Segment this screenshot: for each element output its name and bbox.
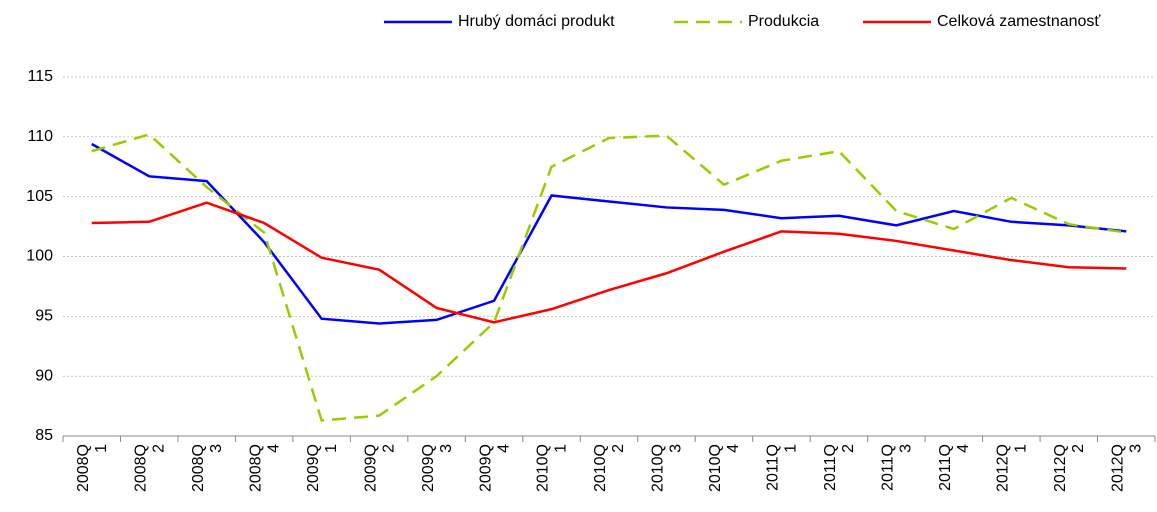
x-tick-label: 1 xyxy=(323,444,340,453)
series-line xyxy=(91,201,1127,324)
x-tick-label: 2012Q xyxy=(995,444,1012,492)
x-tick-label: 2008Q xyxy=(247,444,264,492)
x-tick-label: 2009Q xyxy=(305,444,322,492)
x-tick-label: 2008Q xyxy=(132,444,149,492)
x-tick-label: 3 xyxy=(668,444,685,453)
x-tick-label: 4 xyxy=(265,444,282,453)
x-tick-label: 2011Q xyxy=(880,444,897,491)
x-tick-label: 3 xyxy=(898,444,915,453)
x-tick-label-group: 2010Q 3 xyxy=(650,444,685,492)
x-tick-label: 2009Q xyxy=(477,444,494,492)
x-tick-label: 2011Q xyxy=(937,444,954,491)
x-tick-label: 3 xyxy=(438,444,455,453)
x-tick-label: 2009Q xyxy=(362,444,379,492)
x-tick-label-group: 2012Q 1 xyxy=(995,444,1030,492)
x-tick-label: 4 xyxy=(725,444,742,453)
y-tick-label: 90 xyxy=(35,367,53,384)
x-tick-label: 2011Q xyxy=(822,444,839,491)
x-tick-label-group: 2009Q 3 xyxy=(420,444,455,492)
x-tick-label-group: 2009Q 4 xyxy=(477,444,512,492)
x-tick-label-group: 2009Q 1 xyxy=(305,444,340,492)
x-tick-label-group: 2011Q 1 xyxy=(765,444,800,491)
y-tick-label: 105 xyxy=(26,188,53,205)
x-tick-label-group: 2008Q 3 xyxy=(190,444,225,492)
x-tick-label-group: 2012Q 2 xyxy=(1052,444,1087,492)
x-tick-label: 2 xyxy=(610,444,627,453)
x-tick-label: 2010Q xyxy=(650,444,667,492)
series-line xyxy=(91,133,1127,422)
x-tick-label-group: 2010Q 2 xyxy=(592,444,627,492)
y-tick-label: 95 xyxy=(35,308,53,325)
series-line xyxy=(91,142,1127,325)
x-tick-label: 2 xyxy=(380,444,397,453)
x-tick-label-group: 2011Q 4 xyxy=(937,444,972,491)
x-tick-label: 1 xyxy=(783,444,800,453)
x-tick-label: 2011Q xyxy=(765,444,782,491)
x-tick-label: 2010Q xyxy=(707,444,724,492)
x-tick-label: 1 xyxy=(1013,444,1030,453)
x-tick-label-group: 2008Q 2 xyxy=(132,444,167,492)
x-tick-label: 2008Q xyxy=(190,444,207,492)
x-tick-label: 1 xyxy=(553,444,570,453)
x-tick-label-group: 2011Q 2 xyxy=(822,444,857,491)
x-tick-label: 2 xyxy=(840,444,857,453)
x-tick-label: 1 xyxy=(93,444,110,453)
legend-label: Produkcia xyxy=(748,13,819,30)
x-tick-label-group: 2008Q 4 xyxy=(247,444,282,492)
x-tick-label: 4 xyxy=(495,444,512,453)
x-tick-label: 2 xyxy=(1070,444,1087,453)
x-tick-label: 2012Q xyxy=(1109,444,1126,492)
x-tick-label: 2012Q xyxy=(1052,444,1069,492)
legend-label: Hrubý domáci produkt xyxy=(458,13,615,30)
y-tick-label: 100 xyxy=(26,248,53,265)
y-tick-label: 85 xyxy=(35,427,53,444)
x-tick-label: 4 xyxy=(955,444,972,453)
x-tick-label: 2010Q xyxy=(535,444,552,492)
x-tick-label: 2008Q xyxy=(75,444,92,492)
x-tick-label-group: 2011Q 3 xyxy=(880,444,915,491)
x-tick-label-group: 2010Q 4 xyxy=(707,444,742,492)
x-tick-label: 3 xyxy=(1127,444,1144,453)
y-tick-label: 110 xyxy=(27,128,53,145)
legend-label: Celková zamestnanosť xyxy=(937,13,1101,30)
x-tick-label: 3 xyxy=(208,444,225,453)
x-tick-label: 2 xyxy=(150,444,167,453)
x-tick-label-group: 2008Q 1 xyxy=(75,444,110,492)
x-tick-label: 2010Q xyxy=(592,444,609,492)
y-tick-label: 115 xyxy=(27,68,53,85)
x-tick-label-group: 2009Q 2 xyxy=(362,444,397,492)
x-tick-label-group: 2012Q 3 xyxy=(1109,444,1144,492)
x-tick-label-group: 2010Q 1 xyxy=(535,444,570,492)
x-tick-label: 2009Q xyxy=(420,444,437,492)
